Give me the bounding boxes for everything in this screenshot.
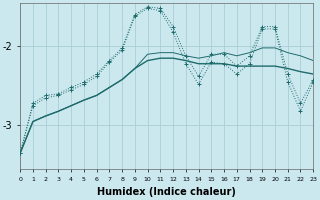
X-axis label: Humidex (Indice chaleur): Humidex (Indice chaleur) — [97, 187, 236, 197]
